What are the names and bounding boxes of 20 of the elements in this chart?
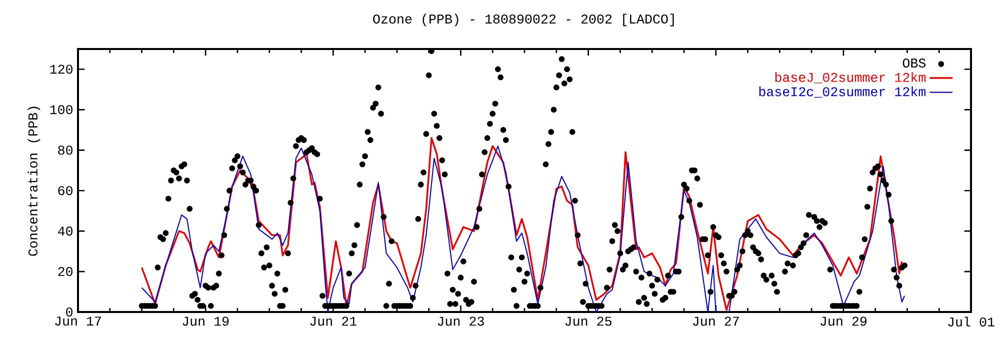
y-tick-label: 100 [50, 105, 72, 114]
legend-label: baseI2c_02summer 12km [759, 86, 926, 98]
y-tick-label: 20 [58, 267, 72, 276]
x-tick-label: Jun 29 [820, 316, 867, 326]
y-tick-label: 120 [50, 64, 72, 74]
y-tick-label: 60 [58, 186, 72, 196]
x-tick-label: Jun 25 [565, 316, 612, 326]
chart-title: Ozone (PPB) - 180890022 - 2002 [LADCO] [373, 14, 674, 26]
y-tick-label: 80 [58, 146, 72, 155]
y-axis-title: Concentration (PPB) [28, 106, 40, 256]
x-tick-label: Jun 17 [55, 316, 101, 326]
x-tick-label: Jun 23 [438, 316, 484, 326]
y-tick-label: 40 [58, 226, 72, 236]
x-tick-label: Jun 21 [310, 316, 356, 326]
x-tick-label: Jun 19 [182, 316, 229, 326]
x-tick-label: Jul 01 [948, 316, 994, 326]
y-tick-label: 0 [66, 307, 72, 317]
legend-label: OBS [902, 58, 926, 68]
x-tick-label: Jun 27 [693, 316, 739, 326]
legend-label: baseJ_02summer 12km [775, 72, 926, 84]
